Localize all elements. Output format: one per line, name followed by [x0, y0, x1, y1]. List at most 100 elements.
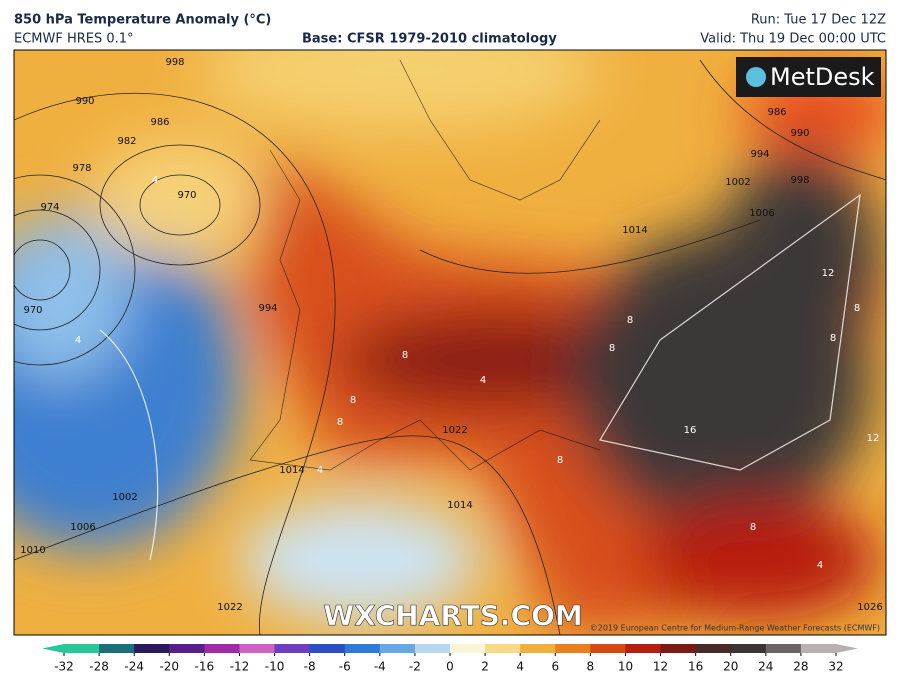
colorbar-segment [379, 644, 416, 653]
valid: Valid: Thu 19 Dec 00:00 UTC [700, 32, 886, 47]
colorbar-segment [730, 644, 767, 653]
isobar-label: 1014 [622, 225, 647, 236]
anomaly-label: 4 [817, 560, 823, 571]
colorbar-label: -20 [159, 660, 179, 674]
isobar-label: 1002 [725, 177, 750, 188]
logo: MetDesk [770, 63, 875, 91]
colorbar-label: -4 [374, 660, 386, 674]
anomaly-label: 8 [609, 343, 615, 354]
isobar-label: 986 [767, 107, 786, 118]
colorbar-segment [625, 644, 662, 653]
colorbar-label: 6 [551, 660, 559, 674]
colorbar-segment [695, 644, 732, 653]
colorbar-label: -28 [89, 660, 109, 674]
colorbar-segment [169, 644, 205, 653]
colorbar-segment [239, 644, 276, 653]
model: ECMWF HRES 0.1° [14, 32, 134, 47]
colorbar-segment [344, 644, 381, 653]
colorbar-label: 0 [446, 660, 454, 674]
logo-icon [746, 67, 766, 87]
colorbar-segment [64, 644, 100, 653]
anomaly-label: 8 [830, 333, 836, 344]
isobar-label: 974 [40, 202, 59, 213]
colorbar-label: 20 [723, 660, 738, 674]
colorbar-label: 32 [828, 660, 843, 674]
anomaly-label: 8 [337, 417, 343, 428]
anomaly-label: 8 [750, 522, 756, 533]
isobar-label: 994 [750, 149, 769, 160]
colorbar-label: -2 [409, 660, 421, 674]
colorbar-segment [765, 644, 802, 653]
anomaly-label: 4 [480, 375, 486, 386]
anomaly-label: 16 [684, 425, 697, 436]
anomaly-label: 8 [627, 315, 633, 326]
map: MetDesk WXCHARTS.COM ©2019 European Cent… [14, 50, 886, 635]
colorbar-arrow-left [42, 644, 64, 653]
map-frame [13, 49, 887, 636]
anomaly-label: 8 [854, 303, 860, 314]
isobar-label: 1006 [749, 208, 774, 219]
colorbar-segment [485, 644, 521, 653]
coastlines [249, 59, 601, 471]
anomaly-label: 12 [822, 268, 835, 279]
colorbar-segment [414, 644, 451, 653]
anomaly-label: 8 [402, 350, 408, 361]
anomaly-label: 4 [152, 175, 158, 186]
colorbar-label: 16 [688, 660, 703, 674]
colorbar-label: 12 [653, 660, 668, 674]
anomaly-contours [99, 193, 861, 561]
isobar-label: 986 [150, 117, 169, 128]
colorbar-segment [274, 644, 311, 653]
colorbar-label: -24 [124, 660, 144, 674]
copyright: ©2019 European Centre for Medium-Range W… [590, 624, 880, 633]
isobar-label: 990 [75, 96, 94, 107]
colorbar-label: -6 [339, 660, 351, 674]
isobar-label: 1014 [279, 465, 304, 476]
anomaly-label: 4 [75, 335, 81, 346]
title: 850 hPa Temperature Anomaly (°C) [14, 13, 271, 28]
colorbar-label: 8 [587, 660, 595, 674]
isobar-label: 970 [177, 190, 196, 201]
colorbar-label: -8 [304, 660, 316, 674]
colorbar-label: 24 [758, 660, 773, 674]
colorbar-segment [134, 644, 170, 653]
isobar-label: 998 [790, 175, 809, 186]
isobar-label: 978 [72, 163, 91, 174]
isobar-label: 994 [258, 303, 277, 314]
isobar-label: 1026 [857, 602, 882, 613]
colorbar-segment [660, 644, 697, 653]
isobar-label: 1022 [217, 602, 242, 613]
isobar-label: 990 [790, 128, 809, 139]
anomaly-label: 8 [350, 395, 356, 406]
colorbar-label: -32 [54, 660, 74, 674]
colorbar-label: -10 [265, 660, 285, 674]
colorbar-segment [204, 644, 240, 653]
isobar-label: 1002 [112, 492, 137, 503]
isobar-label: 1014 [447, 500, 472, 511]
colorbar-segment [99, 644, 135, 653]
colorbar-segment [450, 644, 486, 653]
colorbar-segment [520, 644, 556, 653]
watermark: WXCHARTS.COM [323, 599, 583, 632]
isobar-label: 998 [165, 57, 184, 68]
anomaly-label: 8 [557, 455, 563, 466]
run: Run: Tue 17 Dec 12Z [751, 13, 886, 28]
isobar-label: 970 [23, 305, 42, 316]
isobar-label: 1022 [442, 425, 467, 436]
colorbar-label: 4 [516, 660, 524, 674]
colorbar-label: 2 [481, 660, 489, 674]
colorbar: -32 -28 -24 -20 -16 -12 -10 -8 -6 -4 -2 0 2 4 6 8 10 12 16… [42, 644, 858, 674]
colorbar-arrow-right [836, 644, 858, 653]
isobar-label: 1010 [20, 545, 45, 556]
colorbar-segment [800, 644, 837, 653]
colorbar-segment [555, 644, 591, 653]
colorbar-segment [309, 644, 346, 653]
colorbar-label: -16 [195, 660, 215, 674]
isobar-label: 1006 [70, 522, 95, 533]
colorbar-label: 28 [793, 660, 808, 674]
anomaly-label: 4 [317, 465, 323, 476]
anomaly-label: 12 [867, 433, 880, 444]
colorbar-segment [590, 644, 626, 653]
isobar-label: 982 [117, 136, 136, 147]
